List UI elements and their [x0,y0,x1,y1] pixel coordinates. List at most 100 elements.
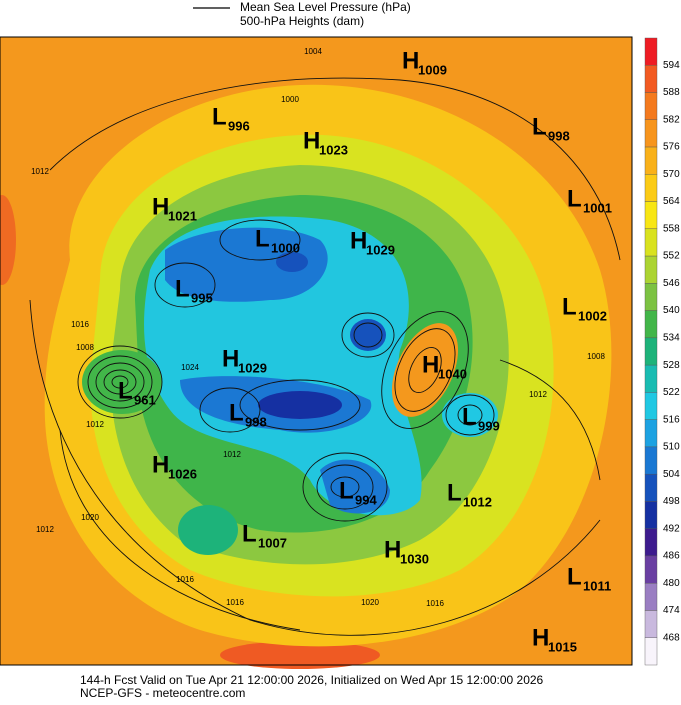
isobar-label: 1016 [176,575,194,584]
colorbar-box [644,283,658,311]
colorbar-box [644,37,658,66]
height-area [82,350,162,414]
isobar-label: 1012 [223,450,241,459]
center-letter: H [532,624,549,651]
colorbar-box [644,364,658,393]
colorbar-box [644,119,658,148]
height-area [276,252,308,272]
center-pressure: 996 [228,118,250,133]
height-area [165,227,390,514]
colorbar-label: 486 [663,551,680,562]
center-letter: L [175,275,190,302]
isobars [29,77,621,636]
colorbar-box [644,473,658,502]
center-letter: H [152,193,169,220]
isobar-label: 1016 [71,320,89,329]
colorbar-label: 594 [663,60,680,71]
colorbar-box [644,65,658,93]
colorbar-label: 540 [663,305,680,316]
center-letter: L [532,113,547,140]
center-letter: L [462,403,477,430]
height-area [0,195,16,285]
legend-text: Mean Sea Level Pressure (hPa) [240,0,411,14]
center-pressure: 998 [245,414,267,429]
center-pressure: 1040 [438,366,467,381]
colorbar-box [644,92,658,120]
colorbar-box [644,201,658,230]
colorbar-box [644,501,658,529]
center-pressure: 999 [478,418,500,433]
center-pressure: 998 [548,128,570,143]
colorbar-box [644,146,658,175]
map-frame [0,36,633,666]
center-pressure: 1029 [366,242,395,257]
isobar-label: 1012 [86,420,104,429]
isobar-label: 1016 [226,598,244,607]
center-letter: H [303,127,320,154]
colorbar-box [644,610,658,638]
center-pressure: 1026 [168,466,197,481]
center-letter: L [255,225,270,252]
center-letter: H [402,47,419,74]
center-letter: H [222,345,239,372]
center-pressure: 1021 [168,208,197,223]
height-area [442,393,498,437]
center-letter: L [118,377,133,404]
footer-text: NCEP-GFS - meteocentre.com [80,686,245,700]
center-pressure: 1002 [578,308,607,323]
center-letter: L [567,563,582,590]
height-area [258,391,342,419]
center-letter: L [567,185,582,212]
center-letter: L [339,477,354,504]
colorbar-label: 510 [663,442,680,453]
center-letter: L [242,520,257,547]
center-letter: L [229,399,244,426]
legend-text: 500-hPa Heights (dam) [240,14,364,28]
colorbar-label: 546 [663,278,680,289]
colorbar-label: 582 [663,114,680,125]
colorbar-box [644,583,658,611]
isobar-label: 1000 [281,95,299,104]
center-pressure: 1009 [418,62,447,77]
center-pressure: 1007 [258,535,287,550]
height-area [178,505,238,555]
center-pressure: 1012 [463,494,492,509]
colorbar-box [644,174,658,202]
center-pressure: 1000 [271,240,300,255]
height-area [350,319,386,351]
isobar-label: 1008 [587,352,605,361]
footer-text: 144-h Fcst Valid on Tue Apr 21 12:00:00 … [80,673,544,687]
colorbar-label: 528 [663,360,680,371]
colorbar-box [644,446,658,475]
center-pressure: 961 [134,392,156,407]
isobar-label: 1004 [304,47,322,56]
colorbar-label: 492 [663,523,680,534]
center-pressure: 994 [355,492,377,507]
colorbar-label: 588 [663,87,680,98]
colorbar-label: 480 [663,578,680,589]
colorbar-label: 576 [663,142,680,153]
isobar-label: 1012 [31,167,49,176]
colorbar-label: 534 [663,333,680,344]
colorbar-box [644,337,658,366]
isobar-label: 1024 [181,363,199,372]
colorbar-box [644,255,658,284]
center-letter: H [350,227,367,254]
colorbar-label: 552 [663,251,680,262]
colorbar-box [644,528,658,557]
center-pressure: 1023 [319,142,348,157]
colorbar-box [644,419,658,448]
colorbar-box [644,310,658,339]
colorbar-label: 474 [663,605,680,616]
height-area [220,641,380,669]
map [0,36,633,669]
center-pressure: 1030 [400,551,429,566]
center-letter: H [422,351,439,378]
colorbar-box [644,555,658,584]
center-pressure: 995 [191,290,213,305]
center-letter: L [447,479,462,506]
isobar-label: 1016 [426,599,444,608]
colorbar-label: 504 [663,469,680,480]
